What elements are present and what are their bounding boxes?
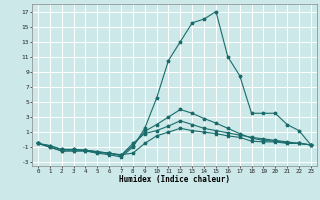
X-axis label: Humidex (Indice chaleur): Humidex (Indice chaleur): [119, 175, 230, 184]
